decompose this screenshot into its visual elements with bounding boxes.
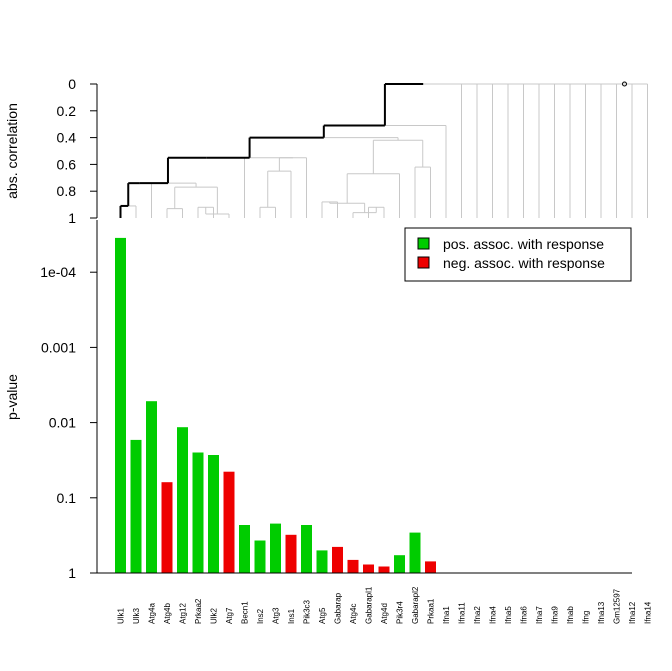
bar-y-tick-label: 0.001 <box>41 339 76 355</box>
gene-label: Ulk1 <box>117 607 126 624</box>
gene-label: Prkaa2 <box>194 598 203 624</box>
gene-label: Atg7 <box>225 607 234 624</box>
gene-label: Ifna9 <box>551 606 560 624</box>
gene-label: Gabarapl2 <box>411 586 420 624</box>
bar-atg4c <box>347 559 359 573</box>
bar-y-tick-label: 1e-04 <box>40 264 76 280</box>
bar-y-tick-label: 0.01 <box>49 415 76 431</box>
gene-label: Atg3 <box>272 607 281 624</box>
bar-gabarap <box>332 546 343 573</box>
gene-label: Gm12597 <box>613 588 622 624</box>
bar-pik3c3 <box>301 525 312 573</box>
legend: pos. assoc. with response neg. assoc. wi… <box>404 227 632 282</box>
legend-swatch-pos <box>417 237 430 250</box>
gene-label: Atg4c <box>349 604 358 624</box>
gene-label: Ifna2 <box>473 606 482 624</box>
bar-atg12 <box>177 427 188 573</box>
dendrogram-y-tick-label: 0 <box>68 76 76 92</box>
gene-label: Ifnab <box>566 606 575 624</box>
gene-label: Ifna6 <box>520 606 529 624</box>
gene-label: Becn1 <box>241 601 250 624</box>
dendrogram-panel: 0 0.2 0.4 0.6 0.8 1 abs. correlation <box>4 76 648 226</box>
gene-label: Pik3r4 <box>396 601 405 624</box>
gene-label: Ifng <box>582 611 591 624</box>
bars <box>115 237 436 573</box>
gene-label: Ifna13 <box>597 601 606 624</box>
bar-gabarapl1 <box>363 564 374 573</box>
bar-gabarapl2 <box>409 532 421 573</box>
gene-label: Ifna1 <box>442 606 451 624</box>
gene-label: Atg4b <box>163 603 172 624</box>
gene-label: Atg4d <box>380 603 389 624</box>
dendrogram-y-tick-label: 0.8 <box>57 183 77 199</box>
legend-box <box>404 227 632 282</box>
legend-swatch-neg <box>417 256 430 269</box>
bar-atg4a <box>146 401 157 573</box>
bar-ins2 <box>254 540 266 573</box>
bar-pik3r4 <box>394 555 405 573</box>
gene-label: Ifna12 <box>628 601 637 624</box>
bar-ins1 <box>285 534 297 573</box>
bar-y-axis-label: p-value <box>4 374 20 420</box>
dendrogram-y-tick-label: 0.4 <box>57 130 77 146</box>
bar-atg4b <box>161 482 173 573</box>
bar-chart-panel: 1e-04 0.001 0.01 0.1 1 Ulk1 Ulk3 Atg4a Atg4b Atg… <box>4 220 653 624</box>
dendrogram-y-tick-label: 0.6 <box>57 156 77 172</box>
gene-label: Pik3c3 <box>303 599 312 624</box>
dendrogram-y-axis-label: abs. correlation <box>4 103 20 199</box>
gene-label: Atg12 <box>179 603 188 624</box>
legend-label-pos: pos. assoc. with response <box>443 236 604 252</box>
gene-label: Ins1 <box>287 608 296 624</box>
bar-ulk2 <box>208 455 219 573</box>
legend-label-neg: neg. assoc. with response <box>443 255 605 271</box>
dendrogram-marker <box>622 81 627 87</box>
bar-atg7 <box>223 471 235 573</box>
bar-ulk3 <box>130 439 142 573</box>
gene-label: Ifna14 <box>644 601 653 624</box>
bar-atg3 <box>270 523 281 573</box>
gene-labels: Ulk1 Ulk3 Atg4a Atg4b Atg12 Prkaa2 Ulk2 Atg7 Bec… <box>117 586 653 624</box>
dendrogram-y-tick-label: 1 <box>68 210 76 226</box>
gene-label: Atg4a <box>148 603 157 624</box>
bar-atg5 <box>316 550 328 573</box>
dendrogram-y-ticks: 0 0.2 0.4 0.6 0.8 1 <box>57 76 97 226</box>
gene-label: Gabarapl1 <box>365 586 374 624</box>
gene-label: Prkaa1 <box>427 598 436 624</box>
gene-label: Ulk3 <box>132 607 141 624</box>
bar-y-tick-label: 0.1 <box>57 490 77 506</box>
bar-atg4d <box>378 566 390 573</box>
gene-label: Ifna5 <box>504 606 513 624</box>
gene-label: Ins2 <box>256 608 265 624</box>
dendrogram-lines <box>119 81 648 218</box>
dendrogram-y-tick-label: 0.2 <box>57 103 77 119</box>
gene-label: Ulk2 <box>210 607 219 624</box>
gene-label: Gabarap <box>334 592 343 624</box>
bar-ulk1 <box>115 237 126 573</box>
gene-label: Atg5 <box>318 607 327 624</box>
gene-label: Ifna7 <box>535 606 544 624</box>
bar-becn1 <box>239 525 250 573</box>
bar-y-ticks: 1e-04 0.001 0.01 0.1 1 <box>40 264 97 581</box>
bar-prkaa2 <box>192 452 204 573</box>
bar-prkaa1 <box>425 561 436 573</box>
bar-y-tick-label: 1 <box>68 565 76 581</box>
gene-label: Ifna11 <box>458 602 467 624</box>
gene-label: Ifna4 <box>489 606 498 624</box>
